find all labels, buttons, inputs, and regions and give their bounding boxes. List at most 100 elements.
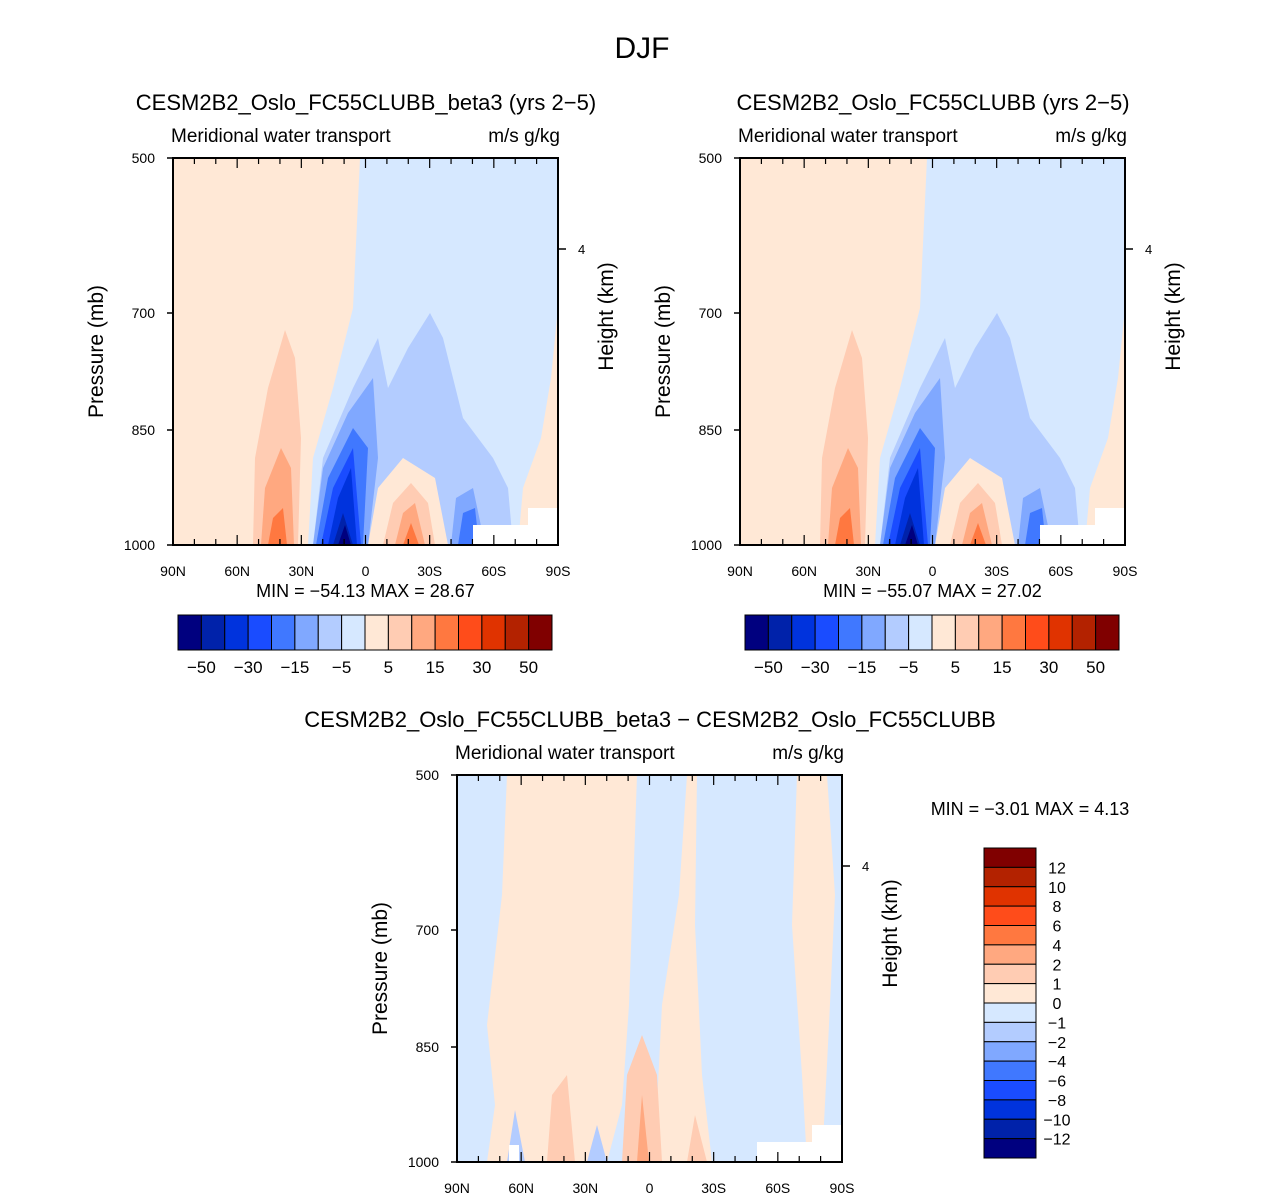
colorbar-box [983, 886, 1037, 907]
left-string: Meridional water transport [738, 126, 958, 147]
contour-fill [835, 508, 854, 545]
colorbar-box [983, 1002, 1037, 1023]
y-tick-label: 1000 [408, 1154, 439, 1170]
x-tick-label: 90S [1113, 563, 1138, 579]
colorbar-label: −50 [754, 658, 783, 677]
colorbar-box [744, 614, 769, 651]
x-tick-label: 90S [830, 1180, 855, 1196]
contour-fill [268, 508, 287, 545]
colorbar-box [954, 614, 980, 651]
x-tick-label: 60N [224, 563, 250, 579]
y-tick-label: 500 [416, 767, 440, 783]
x-tick-label: 30N [572, 1180, 598, 1196]
figure-title: DJF [615, 32, 670, 65]
colorbar-box [861, 614, 886, 651]
contour-fill [822, 775, 842, 1162]
colorbar-label: 30 [472, 658, 491, 677]
contour-fill [895, 468, 924, 545]
colorbar-label: −1 [1048, 1015, 1066, 1032]
right-string: m/s g/kg [772, 743, 844, 764]
colorbar-box [983, 983, 1037, 1004]
panel-title: CESM2B2_Oslo_FC55CLUBB_beta3 − CESM2B2_O… [304, 707, 996, 732]
colorbar-box [481, 614, 506, 651]
colorbar-label: −12 [1043, 1132, 1070, 1149]
colorbar-label: 5 [951, 658, 960, 677]
right-string: m/s g/kg [488, 126, 560, 147]
colorbar-label: 50 [1086, 658, 1105, 677]
colorbar-box [931, 614, 956, 651]
colorbar-box [434, 614, 459, 651]
contour-fill [607, 775, 687, 1162]
contour-fill [587, 1125, 607, 1162]
colorbar-box [504, 614, 530, 651]
contour-fill [695, 775, 807, 1162]
contour-fill [338, 525, 351, 545]
y-tick-label: 700 [416, 922, 440, 938]
colorbar-box [767, 614, 793, 651]
colorbar-box [1048, 614, 1073, 651]
contour-fill [962, 503, 992, 545]
colorbar-label: −10 [1043, 1112, 1070, 1129]
left-string: Meridional water transport [171, 126, 391, 147]
y-tick-label: 700 [699, 305, 723, 321]
colorbar-box [983, 1060, 1037, 1081]
y-right-axis-label: Height (km) [1162, 262, 1185, 371]
colorbar-box [983, 925, 1037, 946]
colorbar-box [1025, 614, 1050, 651]
plot-panel-1: 500 700 850 1000 4 90N 60N 30N 0 30S 60S 90S Pressur… [85, 150, 618, 579]
colorbar-label: 50 [519, 658, 538, 677]
contour-fill [547, 1075, 575, 1162]
y-right-tick-label: 4 [862, 859, 869, 874]
y-axis-label: Pressure (mb) [652, 285, 675, 418]
colorbar-box [1095, 614, 1120, 651]
panel-title: CESM2B2_Oslo_FC55CLUBB_beta3 (yrs 2−5) [136, 90, 596, 115]
y-tick-label: 700 [132, 305, 156, 321]
colorbar-box [791, 614, 816, 651]
colorbar-label: −6 [1048, 1074, 1066, 1091]
x-tick-label: 90N [727, 563, 753, 579]
contour-fill [970, 523, 986, 545]
y-tick-label: 1000 [691, 537, 722, 553]
x-tick-label: 90N [444, 1180, 470, 1196]
colorbar-box [528, 614, 553, 651]
colorbar-box [983, 1118, 1037, 1140]
contour-fill [395, 503, 425, 545]
y-tick-label: 850 [132, 422, 156, 438]
plot-panel-2: 500 700 850 1000 4 90N 60N 30N 0 30S 60S 90S Pressur… [652, 150, 1185, 579]
colorbar-label: 2 [1053, 957, 1062, 974]
colorbar-box [983, 1099, 1037, 1120]
colorbar-box [317, 614, 343, 651]
colorbar-label: 0 [1053, 996, 1062, 1013]
colorbar-label: 15 [993, 658, 1012, 677]
y-right-axis-label: Height (km) [595, 262, 618, 371]
x-tick-label: 0 [646, 1180, 654, 1196]
colorbar-label: 4 [1053, 938, 1062, 955]
colorbar-box [341, 614, 366, 651]
colorbar-box [983, 1138, 1037, 1159]
colorbar-label: −5 [332, 658, 351, 677]
min-max-label: MIN = −55.07 MAX = 27.02 [823, 581, 1042, 601]
x-tick-label: 30S [701, 1180, 726, 1196]
colorbar-box [983, 1080, 1037, 1101]
colorbar-box [224, 614, 249, 651]
colorbar-label: −30 [801, 658, 830, 677]
panel-title: CESM2B2_Oslo_FC55CLUBB (yrs 2−5) [736, 90, 1129, 115]
y-tick-label: 500 [132, 150, 156, 166]
colorbar-box [1001, 614, 1026, 651]
colorbar-box [247, 614, 272, 651]
colorbar-label: −30 [234, 658, 263, 677]
y-right-tick-label: 4 [1145, 242, 1152, 257]
contour-fill [1085, 308, 1125, 545]
colorbar-label: 15 [426, 658, 445, 677]
x-tick-label: 60S [481, 563, 506, 579]
y-axis-label: Pressure (mb) [369, 902, 392, 1035]
colorbar-box [983, 1041, 1037, 1062]
colorbar-box [983, 866, 1037, 888]
colorbar-box [294, 614, 319, 651]
x-tick-label: 60N [791, 563, 817, 579]
contour-fill [687, 1115, 707, 1162]
colorbar-box [983, 847, 1037, 868]
colorbar-label: 1 [1053, 977, 1062, 994]
